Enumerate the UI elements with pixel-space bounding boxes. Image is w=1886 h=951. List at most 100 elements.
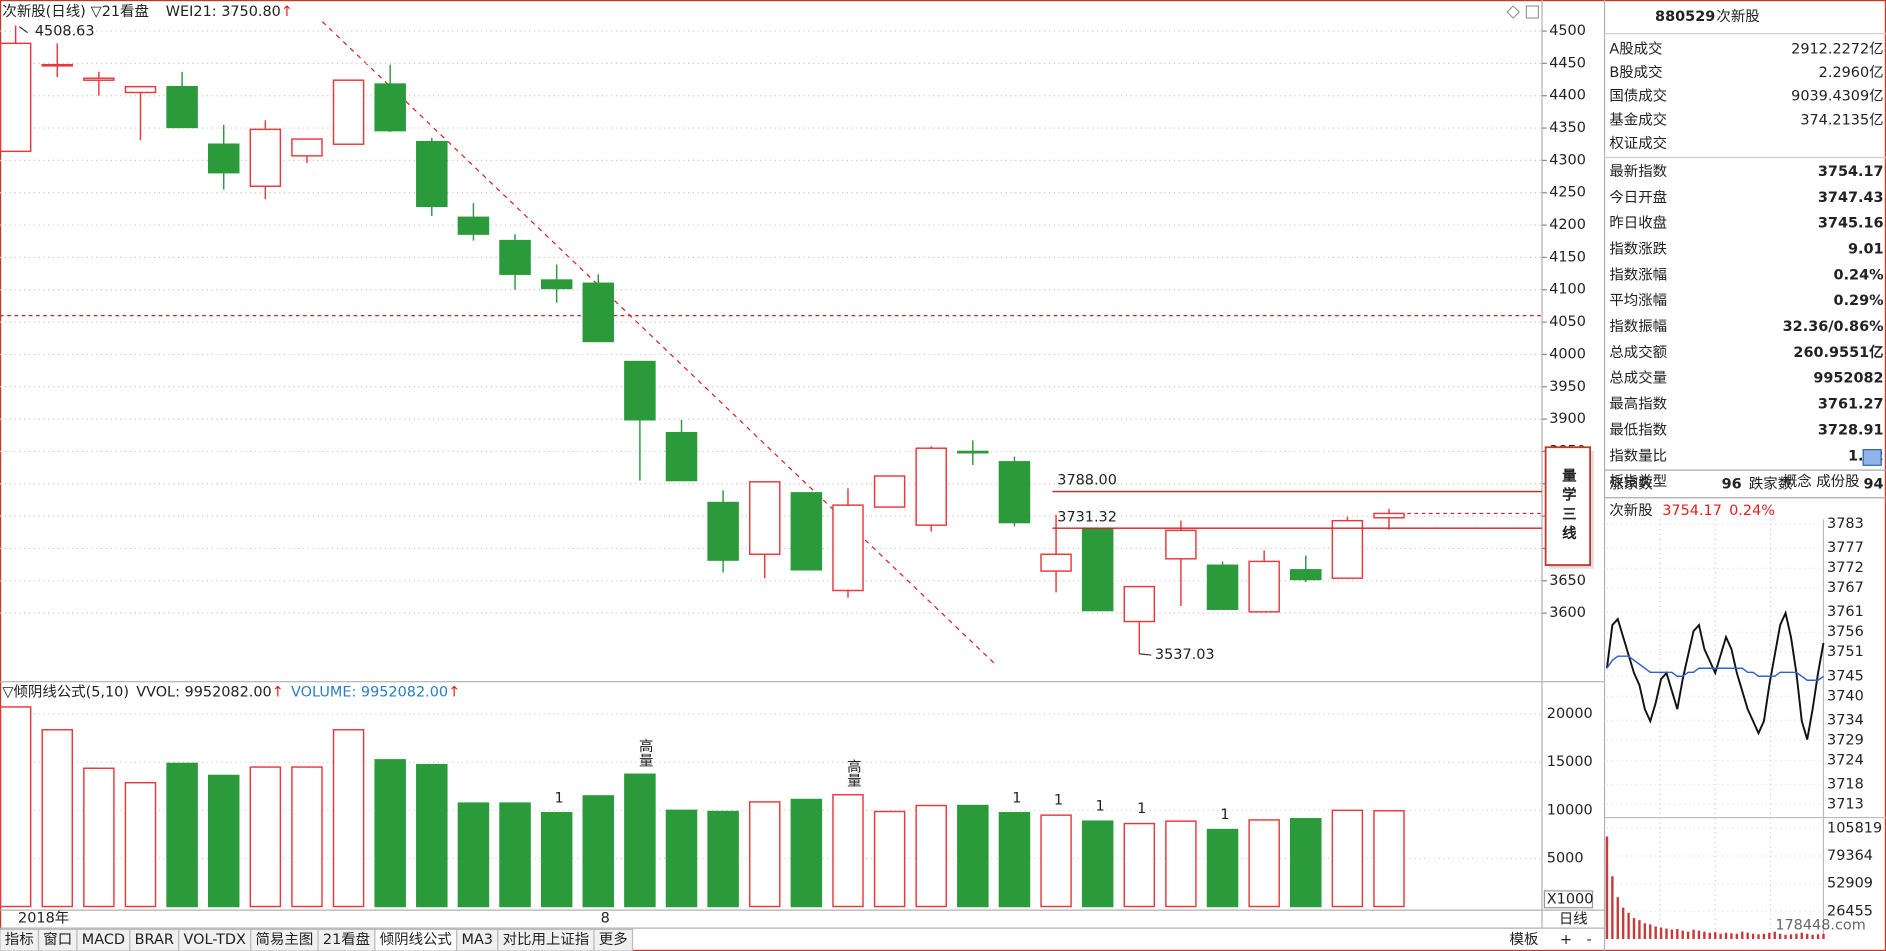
tab-label[interactable]: 窗口 <box>43 930 72 948</box>
tab-label[interactable]: MA3 <box>461 932 493 948</box>
candle-body <box>873 475 906 508</box>
y-tick-label: 26455 <box>1827 903 1873 919</box>
stat-value: 概念 成份股 <box>1783 472 1860 490</box>
zoom-out-button[interactable]: - <box>1587 932 1592 948</box>
candle-body <box>83 77 115 81</box>
template-button[interactable]: 模板 <box>1510 931 1539 948</box>
legend-entry: VOLUME: 9952082.00 <box>291 685 448 701</box>
tab[interactable]: BRAR <box>129 928 180 951</box>
tab-label[interactable]: MACD <box>82 932 125 948</box>
volume-bar <box>540 812 573 908</box>
intraday-change: 0.24% <box>1729 503 1775 519</box>
icon <box>1525 5 1539 19</box>
volume-bar <box>957 804 989 908</box>
down-count: 94 <box>1864 477 1884 493</box>
candle-body <box>41 63 74 67</box>
tab-label[interactable]: BRAR <box>135 932 174 948</box>
tab-label[interactable]: 简易主图 <box>256 931 314 948</box>
stat-label: 总成交额 <box>1609 343 1667 361</box>
stat-value: 3747.43 <box>1818 190 1884 206</box>
support-label: 3731.32 <box>1057 509 1117 525</box>
stat-value: 9952082 <box>1813 371 1883 387</box>
intraday-last: 3754.17 <box>1662 503 1722 519</box>
volume-bar <box>41 729 74 908</box>
stat-label: 权证成交 <box>1609 134 1667 152</box>
tab[interactable]: 21看盘 <box>317 928 376 951</box>
min-label: 3537.03 <box>1155 647 1215 663</box>
stat-label: 最新指数 <box>1609 163 1667 180</box>
stat-value: 260.9551亿 <box>1793 343 1883 361</box>
stat-label: A股成交 <box>1609 39 1662 57</box>
y-tick-label: 3772 <box>1827 560 1864 576</box>
tab[interactable]: 窗口 <box>37 928 78 951</box>
stat-value: 9.01 <box>1848 241 1884 257</box>
candle-body <box>1331 519 1364 579</box>
candle-body <box>1123 585 1156 623</box>
tab-label[interactable]: 21看盘 <box>323 930 370 948</box>
y-tick-label: 3740 <box>1827 688 1864 704</box>
tab-label[interactable]: 更多 <box>599 931 628 948</box>
max-label: 4508.63 <box>35 23 95 39</box>
volume-title: ▽倾阴线公式(5,10) <box>2 684 129 701</box>
tab-label[interactable]: 倾阴线公式 <box>380 931 452 948</box>
tab-label[interactable]: 对比用上证指 <box>503 931 590 948</box>
candle-body <box>374 83 406 132</box>
volume-bar <box>0 706 32 908</box>
volume-bar <box>291 766 323 908</box>
tab[interactable]: 指标 <box>0 928 40 951</box>
tab[interactable]: 更多 <box>593 928 634 951</box>
signal-mark: 1 <box>554 790 563 806</box>
candle-body <box>1081 527 1114 612</box>
volume-bar <box>915 804 947 908</box>
y-tick-label: 10000 <box>1547 802 1593 818</box>
tab[interactable]: VOL-TDX <box>178 928 252 951</box>
support-label: 3788.00 <box>1057 473 1117 489</box>
stat-value: 0.24% <box>1834 267 1884 283</box>
y-tick-label: 4100 <box>1549 282 1586 298</box>
y-tick-label: 3950 <box>1549 379 1586 395</box>
tab-label[interactable]: 指标 <box>5 931 34 948</box>
indicator: WEI21: 3750.80 <box>166 4 281 20</box>
volume-bar <box>374 759 406 908</box>
window-icons <box>1506 5 1539 19</box>
zoom-in-button[interactable]: + <box>1560 932 1572 948</box>
candle-body <box>748 481 781 555</box>
candle-body <box>998 461 1031 524</box>
y-tick-label: 3756 <box>1827 624 1864 640</box>
y-tick-label: 3761 <box>1827 604 1864 620</box>
tab[interactable]: 倾阴线公式 <box>374 928 458 951</box>
volume-bar <box>832 793 864 908</box>
candle-body <box>291 138 323 157</box>
volume-bar <box>1331 809 1364 908</box>
y-tick-label: 5000 <box>1547 850 1584 866</box>
candle-body <box>0 42 32 153</box>
signal-mark: 1 <box>1220 807 1229 823</box>
unit-label: X1000 <box>1547 891 1594 907</box>
candle-body <box>166 85 198 129</box>
tab[interactable]: MA3 <box>456 928 499 951</box>
volume-bar <box>416 763 448 908</box>
x-tick-label: 8 <box>601 911 610 927</box>
candle-body <box>249 128 282 187</box>
y-tick-label: 4400 <box>1549 88 1586 104</box>
tab-label[interactable]: VOL-TDX <box>184 932 247 948</box>
volume-bar <box>249 766 282 908</box>
trend-line <box>321 21 997 666</box>
high-volume-mark: 高量 <box>845 758 861 787</box>
up-count: 96 <box>1722 477 1742 493</box>
candle-body <box>1165 529 1197 560</box>
y-tick-label: 3777 <box>1827 540 1864 556</box>
candle-body <box>332 79 365 145</box>
stat-label: 指数涨跌 <box>1609 240 1667 257</box>
tab[interactable]: 对比用上证指 <box>497 928 595 951</box>
tab[interactable]: 简易主图 <box>250 928 319 951</box>
candle-body <box>540 279 573 290</box>
intraday-line <box>1605 610 1825 740</box>
y-tick-label: 52909 <box>1827 876 1873 892</box>
y-tick-label: 3724 <box>1827 752 1864 768</box>
tab[interactable]: MACD <box>76 928 131 951</box>
y-tick-label: 3767 <box>1827 580 1864 596</box>
